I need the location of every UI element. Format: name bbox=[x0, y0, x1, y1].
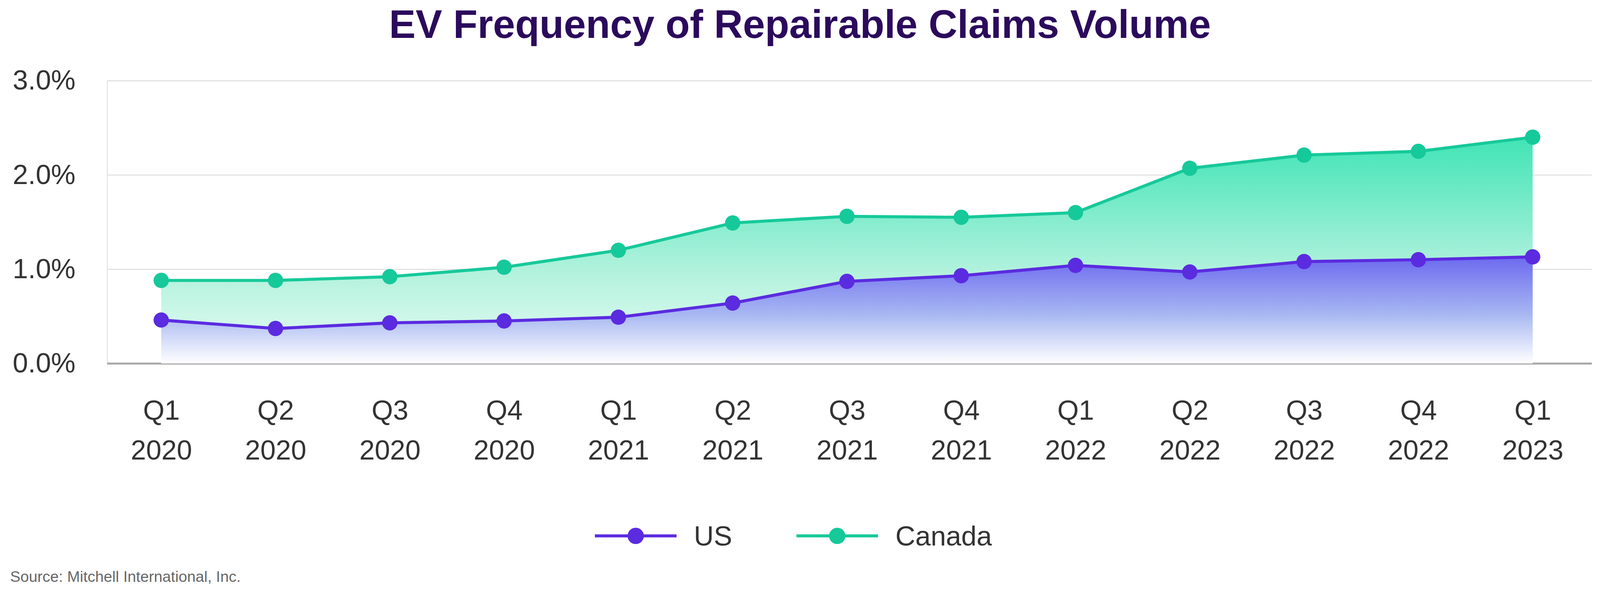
x-tick-label: Q32021 bbox=[816, 394, 878, 466]
marker bbox=[153, 272, 169, 288]
marker bbox=[382, 268, 398, 284]
y-tick-label: 2.0% bbox=[12, 158, 76, 190]
x-tick: Q22021 bbox=[702, 394, 764, 466]
y-axis-line bbox=[106, 80, 108, 364]
marker bbox=[267, 320, 284, 336]
marker bbox=[267, 272, 284, 288]
x-tick-label: Q22020 bbox=[244, 394, 307, 466]
y-axis: 0.0% 1.0% 2.0% 3.0% bbox=[12, 64, 1593, 379]
y-tick-label: 1.0% bbox=[12, 253, 76, 284]
x-tick: Q42022 bbox=[1387, 394, 1450, 466]
x-tick-label: Q22021 bbox=[702, 394, 764, 466]
x-tick-label: Q42022 bbox=[1387, 394, 1450, 466]
legend-item: Canada bbox=[796, 520, 993, 552]
marker bbox=[496, 259, 512, 275]
background bbox=[0, 0, 1600, 592]
x-tick: Q42020 bbox=[473, 394, 536, 466]
x-tick: Q22020 bbox=[244, 394, 307, 466]
grid-line bbox=[107, 80, 1592, 82]
plot-area bbox=[153, 129, 1541, 363]
area bbox=[161, 137, 1533, 364]
marker bbox=[1182, 160, 1198, 176]
marker bbox=[1182, 264, 1198, 280]
marker bbox=[1296, 253, 1312, 270]
line bbox=[161, 256, 1533, 329]
x-tick: Q42021 bbox=[930, 394, 993, 466]
source: Source: Mitchell International, Inc. bbox=[10, 567, 241, 585]
marker bbox=[1067, 204, 1084, 220]
x-tick: Q12022 bbox=[1044, 394, 1107, 466]
legend-marker bbox=[627, 527, 645, 545]
marker bbox=[1410, 251, 1426, 268]
marker bbox=[1067, 257, 1084, 274]
x-axis: Q12020 Q22020 Q32020 Q42020 Q12021 Q22021 Q320… bbox=[130, 363, 1564, 465]
x-tick-label: Q12023 bbox=[1502, 394, 1564, 466]
x-tick-label: Q12020 bbox=[130, 394, 193, 466]
x-tick-label: Q32022 bbox=[1273, 394, 1336, 466]
marker bbox=[1525, 249, 1541, 265]
x-tick-label: Q32020 bbox=[359, 394, 421, 466]
x-tick: Q22022 bbox=[1159, 394, 1221, 466]
legend-label: Canada bbox=[895, 520, 993, 552]
x-tick: Q12021 bbox=[587, 394, 650, 466]
marker bbox=[725, 295, 741, 311]
marker bbox=[1296, 147, 1312, 163]
y-tick-label: 3.0% bbox=[12, 64, 76, 96]
area bbox=[161, 256, 1533, 364]
y-tick-label: 0.0% bbox=[12, 347, 76, 379]
marker bbox=[725, 215, 741, 231]
x-tick: Q12023 bbox=[1502, 394, 1564, 466]
x-tick-label: Q22022 bbox=[1159, 394, 1221, 466]
marker bbox=[1410, 143, 1426, 159]
line bbox=[161, 137, 1533, 281]
x-tick: Q12020 bbox=[130, 394, 193, 466]
y-tick: 3.0% bbox=[12, 64, 1593, 96]
marker bbox=[610, 309, 626, 325]
marker bbox=[953, 267, 969, 284]
marker bbox=[953, 209, 969, 225]
marker bbox=[839, 208, 855, 224]
marker bbox=[153, 312, 169, 328]
legend-marker bbox=[828, 527, 846, 545]
x-tick-label: Q12021 bbox=[587, 394, 650, 466]
x-tick-label: Q12022 bbox=[1044, 394, 1107, 466]
x-tick: Q32022 bbox=[1273, 394, 1336, 466]
marker bbox=[382, 315, 398, 331]
marker bbox=[1525, 129, 1541, 145]
legend: US Canada bbox=[594, 520, 993, 552]
marker bbox=[839, 273, 855, 290]
chart: EV Frequency of Repairable Claims Volume… bbox=[0, 0, 1600, 592]
title: EV Frequency of Repairable Claims Volume bbox=[389, 1, 1211, 47]
x-tick-label: Q42021 bbox=[930, 394, 993, 466]
x-tick-label: Q42020 bbox=[473, 394, 536, 466]
marker bbox=[610, 242, 626, 258]
x-tick: Q32020 bbox=[359, 394, 421, 466]
legend-label: US bbox=[693, 520, 733, 552]
legend-item: US bbox=[594, 520, 733, 552]
x-tick: Q32021 bbox=[816, 394, 878, 466]
marker bbox=[496, 313, 512, 329]
